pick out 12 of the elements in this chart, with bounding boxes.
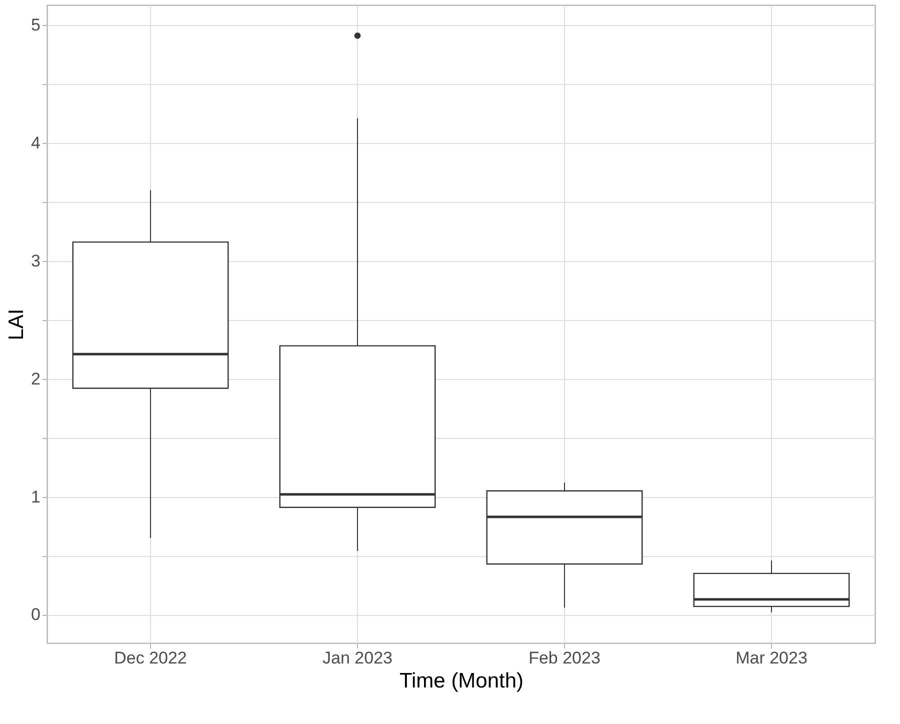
- y-axis-title: LAI: [5, 308, 28, 340]
- x-tick-label: Jan 2023: [322, 648, 392, 668]
- y-tick-label: 0: [31, 605, 40, 624]
- x-tick-label: Feb 2023: [528, 648, 600, 668]
- x-tick-label: Mar 2023: [736, 648, 808, 668]
- x-tick-label: Dec 2022: [114, 648, 187, 668]
- y-tick-label: 4: [31, 133, 40, 152]
- y-tick-label: 1: [31, 487, 40, 506]
- x-axis-title: Time (Month): [399, 670, 524, 692]
- y-tick-label: 2: [31, 369, 40, 388]
- y-tick-label: 3: [31, 251, 40, 270]
- y-tick-label: 5: [31, 16, 40, 35]
